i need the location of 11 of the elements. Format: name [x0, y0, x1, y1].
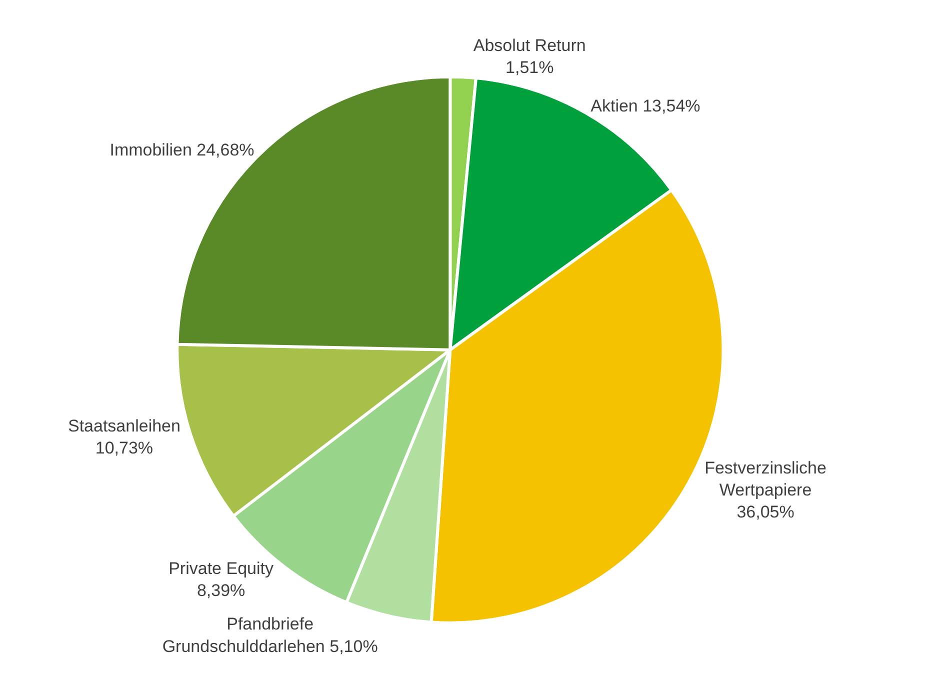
- data-label: 36,05%: [736, 502, 794, 522]
- slice-label: Staatsanleihen: [68, 416, 180, 436]
- data-label: 10,73%: [95, 438, 154, 458]
- data-label: 8,39%: [196, 581, 246, 600]
- slice-label: Aktien 13,54%: [590, 96, 700, 116]
- data-label: 1,51%: [506, 58, 554, 78]
- slice-label: Immobilien 24,68%: [110, 140, 254, 160]
- slice-label: Private Equity: [168, 559, 274, 578]
- slice-label: Pfandbriefe Grundschulddarlehen 5,10%: [162, 614, 378, 656]
- slice-label: Absolut Return: [473, 36, 586, 56]
- slice-label: Festverzinsliche Wertpapiere: [704, 458, 826, 500]
